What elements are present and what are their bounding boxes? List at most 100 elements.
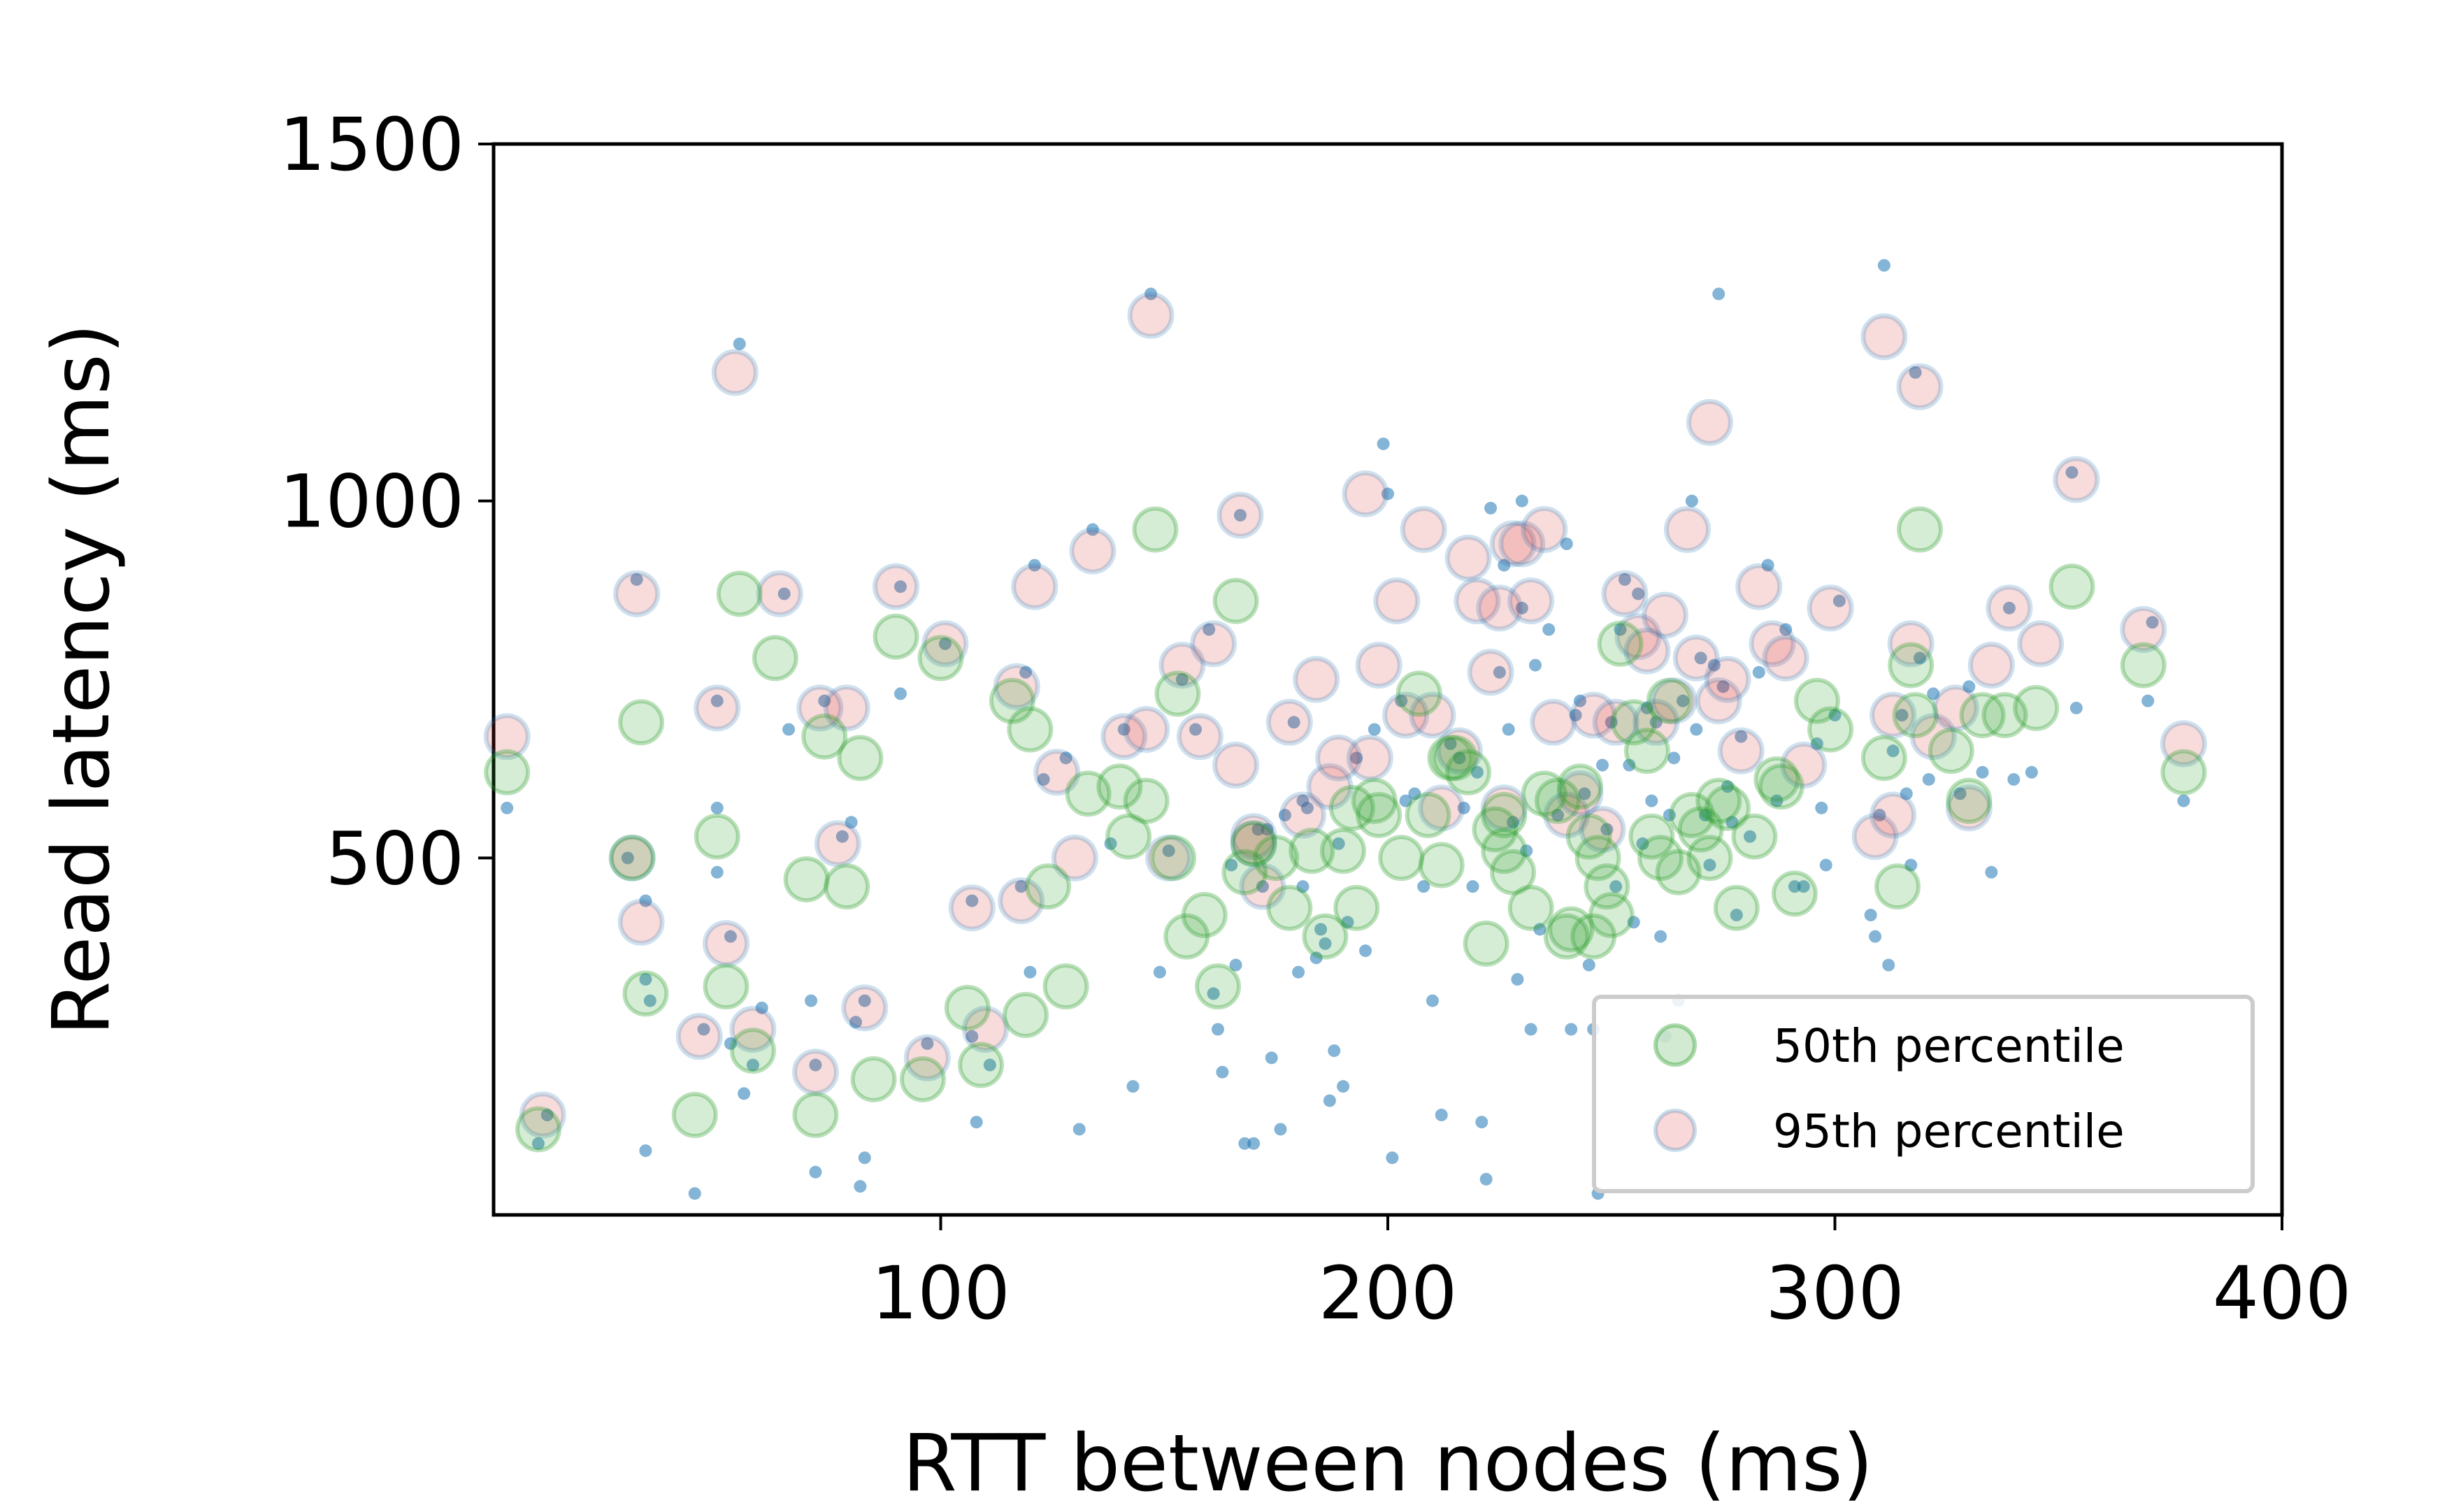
raw-latency-point	[1300, 801, 1314, 814]
raw-latency-point	[1779, 623, 1793, 636]
p95-point	[1217, 491, 1264, 539]
p95-point	[1762, 634, 1809, 682]
raw-latency-point	[1417, 880, 1430, 893]
p50-point	[1565, 813, 1612, 860]
raw-latency-point	[1444, 737, 1457, 750]
p95-point	[814, 820, 861, 867]
p95-point	[1932, 684, 1979, 732]
raw-latency-point	[1386, 1151, 1399, 1165]
p95-point	[1239, 863, 1286, 910]
p95-point	[1293, 656, 1340, 703]
raw-latency-point	[1292, 965, 1305, 979]
p95-point	[873, 563, 920, 610]
p95-point	[1632, 698, 1680, 746]
raw-latency-point	[1886, 744, 1900, 758]
raw-latency-point	[1086, 523, 1099, 536]
raw-latency-point	[1699, 809, 1712, 822]
p50-point	[1597, 620, 1644, 667]
legend-marker-50th	[1653, 1023, 1697, 1067]
p50-point	[1637, 835, 1684, 881]
p50-point	[1677, 806, 1724, 853]
p95-point	[483, 713, 531, 761]
raw-latency-point	[1475, 1116, 1488, 1129]
p50-point	[801, 713, 848, 760]
raw-latency-point	[2007, 772, 2021, 786]
raw-latency-point	[1663, 809, 1676, 822]
raw-latency-point	[809, 1165, 822, 1179]
raw-latency-point	[1985, 865, 1998, 879]
raw-latency-point	[1203, 623, 1216, 636]
p95-point	[1454, 577, 1501, 625]
p50-point	[1253, 835, 1300, 881]
p50-point	[1096, 763, 1143, 810]
raw-latency-point	[1144, 287, 1158, 301]
raw-latency-point	[1323, 1094, 1336, 1107]
p50-point	[1959, 692, 2006, 739]
p50-point	[703, 963, 749, 1010]
p95-point	[1623, 627, 1671, 675]
raw-latency-point	[1694, 651, 1707, 665]
p50-point	[1758, 763, 1804, 810]
raw-latency-point	[805, 994, 818, 1007]
p50-point	[1928, 728, 1974, 775]
x-tick-label: 100	[871, 1251, 1010, 1336]
p95-point	[1650, 677, 1698, 725]
p95-point	[1306, 763, 1354, 810]
p50-point	[1472, 806, 1519, 853]
p95-point	[703, 920, 750, 967]
p50-point	[1042, 963, 1089, 1010]
p50-point	[1123, 777, 1170, 824]
data-marks	[483, 259, 2207, 1200]
p95-point	[1870, 691, 1917, 739]
p50-point	[1686, 835, 1733, 881]
raw-latency-point	[1408, 787, 1421, 800]
raw-latency-point	[1667, 751, 1681, 765]
raw-latency-point	[724, 930, 737, 943]
p95-point	[1355, 642, 1402, 689]
raw-latency-point	[1211, 1023, 1224, 1036]
p50-point	[792, 1092, 839, 1139]
p95-point	[1592, 698, 1639, 746]
raw-latency-point	[1229, 958, 1242, 972]
raw-latency-point	[2069, 701, 2083, 714]
raw-latency-point	[1515, 494, 1528, 507]
p50-point	[1490, 849, 1537, 895]
raw-latency-point	[1341, 916, 1354, 929]
raw-latency-point	[1609, 880, 1623, 893]
raw-latency-point	[1761, 559, 1774, 572]
p50-point	[1535, 777, 1581, 824]
p95-point	[1686, 398, 1733, 446]
p95-point	[903, 1034, 951, 1081]
p95-point	[1749, 620, 1796, 668]
raw-latency-point	[1515, 601, 1528, 614]
raw-latency-point	[1627, 916, 1640, 929]
raw-latency-point	[970, 1116, 983, 1129]
raw-latency-point	[1882, 958, 1895, 972]
raw-latency-point	[1565, 1023, 1578, 1036]
legend: 50th percentile 95th percentile	[1592, 995, 2255, 1193]
raw-latency-point	[1233, 509, 1247, 522]
p50-point	[899, 1056, 946, 1102]
raw-latency-point	[858, 994, 871, 1007]
p50-point	[515, 1106, 561, 1153]
raw-latency-point	[643, 994, 656, 1007]
raw-latency-point	[1153, 965, 1166, 979]
raw-latency-point	[1623, 758, 1636, 772]
p95-point	[1342, 470, 1389, 517]
p95-point	[2017, 620, 2065, 668]
p95-point	[1860, 313, 1908, 361]
raw-latency-point	[2025, 765, 2038, 779]
p95-point	[711, 349, 759, 396]
raw-latency-point	[1649, 716, 1663, 729]
p50-point	[1431, 735, 1478, 782]
p50-point	[783, 856, 830, 902]
p95-point	[1127, 291, 1175, 339]
raw-latency-point	[540, 1109, 554, 1122]
raw-latency-point	[1162, 844, 1175, 858]
p95-point	[1870, 791, 1917, 839]
raw-latency-point	[1337, 1080, 1350, 1093]
y-tick-label: 1500	[279, 102, 464, 187]
raw-latency-point	[1542, 623, 1556, 636]
raw-latency-point	[639, 894, 652, 907]
p50-point	[1132, 506, 1179, 553]
